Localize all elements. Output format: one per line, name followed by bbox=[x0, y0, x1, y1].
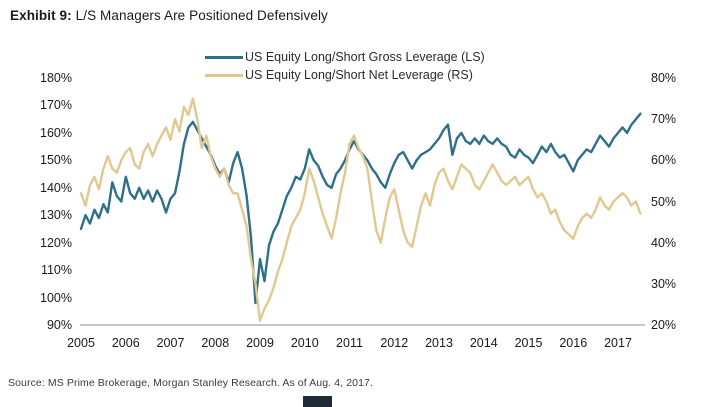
gross-legend-label: US Equity Long/Short Gross Leverage (LS) bbox=[245, 50, 485, 64]
left-axis-tick-label: 170% bbox=[40, 98, 72, 113]
left-axis-tick-label: 130% bbox=[40, 208, 72, 223]
x-axis-tick-label: 2017 bbox=[604, 336, 632, 350]
right-axis-tick-label: 60% bbox=[651, 153, 677, 168]
x-axis-tick-label: 2012 bbox=[380, 336, 409, 350]
legend-item-net: US Equity Long/Short Net Leverage (RS) bbox=[205, 67, 485, 83]
left-axis-tick-label: 90% bbox=[46, 318, 72, 332]
right-axis-tick-label: 50% bbox=[651, 194, 677, 209]
right-axis-tick-label: 80% bbox=[651, 71, 677, 85]
x-axis-tick-label: 2015 bbox=[514, 336, 543, 350]
right-axis-tick-label: 40% bbox=[651, 235, 677, 250]
exhibit-title-text: L/S Managers Are Positioned Defensively bbox=[75, 8, 328, 23]
left-axis-tick-label: 180% bbox=[40, 71, 72, 85]
left-axis-tick-label: 120% bbox=[40, 235, 72, 250]
chart-legend: US Equity Long/Short Gross Leverage (LS)… bbox=[205, 49, 485, 83]
source-note: Source: MS Prime Brokerage, Morgan Stanl… bbox=[8, 377, 373, 389]
x-axis-tick-label: 2011 bbox=[336, 336, 363, 350]
exhibit-title: Exhibit 9: L/S Managers Are Positioned D… bbox=[10, 8, 328, 23]
footer-watermark bbox=[303, 396, 332, 407]
left-axis-tick-label: 150% bbox=[40, 153, 72, 168]
legend-item-gross: US Equity Long/Short Gross Leverage (LS) bbox=[205, 49, 485, 65]
x-axis-tick-label: 2013 bbox=[425, 336, 453, 350]
right-axis-tick-label: 30% bbox=[651, 276, 677, 291]
x-axis-tick-label: 2007 bbox=[156, 336, 185, 350]
left-axis-tick-label: 100% bbox=[40, 290, 72, 305]
x-axis-tick-label: 2014 bbox=[469, 336, 498, 350]
gross-legend-swatch bbox=[205, 55, 243, 59]
x-axis-tick-label: 2008 bbox=[201, 336, 230, 350]
left-axis-tick-label: 110% bbox=[40, 263, 72, 278]
net-legend-label: US Equity Long/Short Net Leverage (RS) bbox=[245, 68, 473, 82]
net-legend-swatch bbox=[205, 73, 243, 77]
left-axis-tick-label: 140% bbox=[40, 180, 72, 195]
x-axis-tick-label: 2009 bbox=[246, 336, 274, 350]
x-axis-tick-label: 2010 bbox=[290, 336, 319, 350]
x-axis-tick-label: 2005 bbox=[67, 336, 95, 350]
right-axis-tick-label: 70% bbox=[651, 112, 677, 127]
gross-leverage-line bbox=[79, 112, 642, 305]
right-axis-tick-label: 20% bbox=[651, 318, 677, 332]
left-axis-tick-label: 160% bbox=[40, 125, 72, 140]
net-leverage-line bbox=[79, 97, 642, 323]
x-axis-tick-label: 2016 bbox=[559, 336, 588, 350]
x-axis-tick-label: 2006 bbox=[111, 336, 140, 350]
exhibit-number-label: Exhibit 9: bbox=[10, 8, 72, 23]
